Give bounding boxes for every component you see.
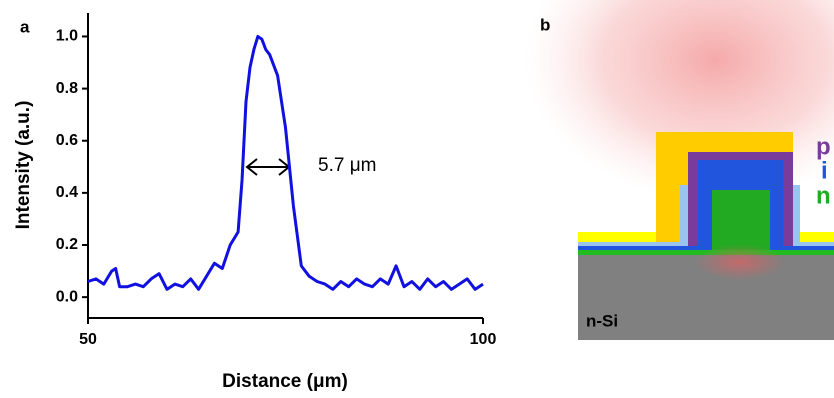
- y-axis-title: Intensity (a.u.): [13, 101, 34, 230]
- n-core: [712, 190, 770, 250]
- y-tick-label: 0.2: [56, 236, 78, 253]
- y-tick-label: 0.8: [56, 80, 78, 97]
- y-tick-label: 1.0: [56, 28, 78, 45]
- substrate-label: n-Si: [586, 311, 618, 330]
- y-tick-label: 0.0: [56, 288, 78, 305]
- x-tick-label: 50: [79, 331, 97, 348]
- data-line: [87, 34, 484, 291]
- device-diagram: b p i n n-Si: [525, 0, 834, 340]
- layer-label: p: [816, 133, 831, 160]
- x-tick-label: 100: [470, 331, 497, 348]
- light-spot: [695, 244, 785, 280]
- panel-label: a: [20, 17, 30, 36]
- arrow-head: [245, 158, 258, 176]
- panel-label: b: [540, 15, 550, 34]
- line-chart: a Intensity (a.u.) Distance (μm) 5.7 μm …: [13, 13, 496, 392]
- x-axis-title: Distance (μm): [222, 371, 348, 392]
- y-tick-label: 0.4: [56, 184, 78, 201]
- layer-label: i: [821, 157, 828, 184]
- annotation: 5.7 μm: [318, 155, 376, 176]
- y-tick-label: 0.6: [56, 132, 78, 149]
- layer-label: n: [816, 182, 831, 209]
